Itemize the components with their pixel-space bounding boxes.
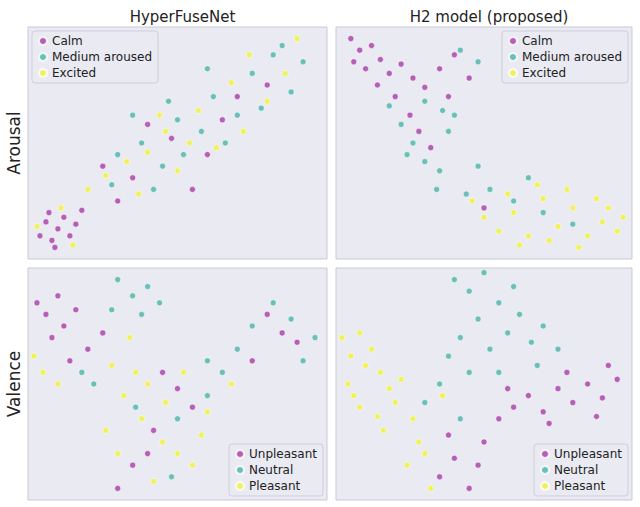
svg-text:Calm: Calm: [522, 34, 553, 48]
svg-text:Neutral: Neutral: [249, 463, 293, 477]
svg-text:Pleasant: Pleasant: [554, 479, 606, 493]
svg-text:Medium aroused: Medium aroused: [522, 50, 622, 64]
svg-text:HyperFuseNet: HyperFuseNet: [130, 8, 236, 26]
svg-text:Medium aroused: Medium aroused: [52, 50, 152, 64]
svg-text:Neutral: Neutral: [554, 463, 598, 477]
svg-text:Arousal: Arousal: [4, 111, 24, 174]
svg-text:Calm: Calm: [52, 34, 83, 48]
svg-text:H2 model (proposed): H2 model (proposed): [410, 8, 569, 26]
svg-text:Excited: Excited: [522, 66, 566, 80]
svg-text:Unpleasant: Unpleasant: [249, 447, 317, 461]
svg-text:Excited: Excited: [52, 66, 96, 80]
svg-text:Unpleasant: Unpleasant: [554, 447, 622, 461]
svg-text:Valence: Valence: [4, 351, 24, 418]
svg-text:Pleasant: Pleasant: [249, 479, 301, 493]
